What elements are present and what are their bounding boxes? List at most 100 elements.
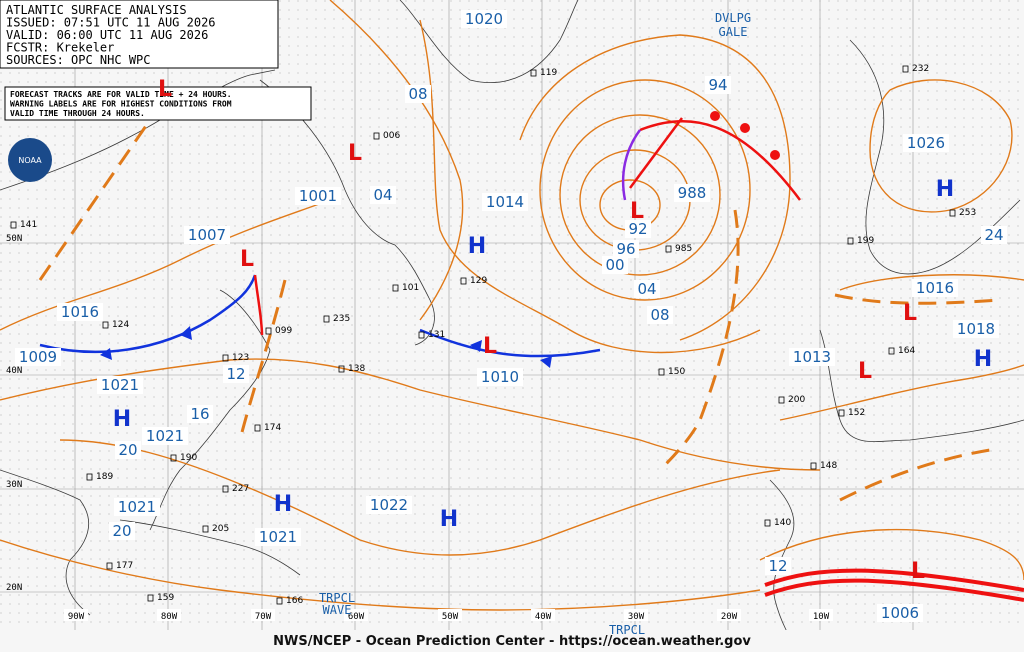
station-value: 189 bbox=[96, 472, 113, 482]
notice-line: VALID TIME THROUGH 24 HOURS. bbox=[10, 109, 145, 118]
station-value: 235 bbox=[333, 314, 350, 324]
station-marker bbox=[338, 365, 345, 373]
station-value: 200 bbox=[788, 395, 805, 405]
isobar-label: 1021 bbox=[101, 376, 139, 394]
pressure-center: L bbox=[903, 301, 917, 326]
isobar-label: 00 bbox=[605, 256, 624, 274]
isobar-label-bg bbox=[877, 604, 923, 622]
station-marker bbox=[373, 132, 380, 140]
isobar-label: 1022 bbox=[370, 496, 408, 514]
station-value: 006 bbox=[383, 131, 400, 141]
header-line: ATLANTIC SURFACE ANALYSIS bbox=[6, 3, 187, 17]
notice-box bbox=[4, 86, 312, 121]
pressure-center: L bbox=[158, 77, 172, 102]
pressure-center: H bbox=[440, 507, 458, 532]
isobar-label-bg bbox=[634, 280, 660, 298]
pressure-center: L bbox=[911, 559, 925, 584]
lon-label: 30W bbox=[628, 612, 645, 622]
special-label: GALE bbox=[719, 25, 748, 39]
isobar-label-bg bbox=[184, 226, 230, 244]
station-marker bbox=[222, 354, 229, 362]
station-value: 129 bbox=[470, 276, 487, 286]
isobar-label: 1007 bbox=[188, 226, 226, 244]
pressure-center: H bbox=[274, 492, 292, 517]
station-marker bbox=[888, 347, 895, 355]
lon-label: 70W bbox=[255, 612, 272, 622]
isobar-label-bg bbox=[789, 348, 835, 366]
station-marker bbox=[764, 519, 771, 527]
lon-label-bg bbox=[438, 609, 462, 621]
isobar-label: 08 bbox=[408, 85, 427, 103]
station-value: 101 bbox=[402, 283, 419, 293]
isobar-label-bg bbox=[370, 186, 396, 204]
station-value: 166 bbox=[286, 596, 303, 606]
station-marker bbox=[86, 473, 93, 481]
lon-label: 60W bbox=[348, 612, 365, 622]
isobar-label: 1009 bbox=[19, 348, 57, 366]
isobar-label-bg bbox=[114, 498, 160, 516]
station-marker bbox=[530, 69, 537, 77]
station-marker bbox=[665, 245, 672, 253]
lat-label: 40N bbox=[6, 366, 22, 376]
isobar-label-bg bbox=[613, 240, 639, 258]
isobar-label: 1006 bbox=[881, 604, 919, 622]
station-marker bbox=[810, 462, 817, 470]
station-value: 141 bbox=[20, 220, 37, 230]
station-marker bbox=[418, 331, 425, 339]
isobar-label: 988 bbox=[678, 184, 707, 202]
pressure-center: H bbox=[113, 407, 131, 432]
isobar-label: 1010 bbox=[481, 368, 519, 386]
isobar-label: 04 bbox=[373, 186, 392, 204]
station-marker bbox=[949, 209, 956, 217]
lon-label: 50W bbox=[442, 612, 459, 622]
lat-label: 50N bbox=[6, 234, 22, 244]
station-value: 123 bbox=[232, 353, 249, 363]
isobar-label: 1021 bbox=[259, 528, 297, 546]
pressure-center: L bbox=[483, 334, 497, 359]
station-marker bbox=[147, 594, 154, 602]
fronts bbox=[39, 111, 1024, 602]
isobar-label-bg bbox=[477, 368, 523, 386]
station-value: 199 bbox=[857, 236, 874, 246]
logo-text: NOAA bbox=[18, 156, 42, 165]
station-marker bbox=[102, 321, 109, 329]
isobar-label: 1016 bbox=[916, 279, 954, 297]
isobar-label: 20 bbox=[112, 522, 131, 540]
isobar-label-bg bbox=[405, 85, 431, 103]
notice-line: FORECAST TRACKS ARE FOR VALID TIME + 24 … bbox=[10, 90, 232, 99]
special-label: TRPCL bbox=[609, 623, 645, 637]
isobar-label-bg bbox=[705, 76, 731, 94]
station-value: 985 bbox=[675, 244, 692, 254]
pressure-center: L bbox=[858, 359, 872, 384]
isobar-label-bg bbox=[187, 405, 213, 423]
lon-label-bg bbox=[624, 609, 648, 621]
isobar-label-bg bbox=[903, 134, 949, 152]
pressure-center: H bbox=[974, 347, 992, 372]
station-value: 140 bbox=[774, 518, 791, 528]
station-value: 174 bbox=[264, 423, 281, 433]
pressure-center: L bbox=[348, 141, 362, 166]
isobar-label-bg bbox=[142, 427, 188, 445]
lon-label-bg bbox=[344, 609, 368, 621]
isobar-label: 1026 bbox=[907, 134, 945, 152]
station-value: 227 bbox=[232, 484, 249, 494]
lon-label: 20W bbox=[721, 612, 738, 622]
isobar-label-bg bbox=[255, 528, 301, 546]
header-line: ISSUED: 07:51 UTC 11 AUG 2026 bbox=[6, 16, 216, 30]
isobar-label-bg bbox=[625, 220, 651, 238]
isobar-label-bg bbox=[366, 496, 412, 514]
station-value: 152 bbox=[848, 408, 865, 418]
lat-label: 20N bbox=[6, 583, 22, 593]
isobar-label: 24 bbox=[984, 226, 1003, 244]
station-marker bbox=[838, 409, 845, 417]
station-value: 253 bbox=[959, 208, 976, 218]
lon-label-bg bbox=[809, 609, 833, 621]
isobar-label: 1013 bbox=[793, 348, 831, 366]
station-value: 148 bbox=[820, 461, 837, 471]
special-label: TRPCL bbox=[319, 591, 355, 605]
pressure-center: H bbox=[936, 177, 954, 202]
isobar-label-bg bbox=[223, 365, 249, 383]
footer: NWS/NCEP - Ocean Prediction Center - htt… bbox=[273, 634, 751, 649]
special-label: DVLPG bbox=[715, 11, 751, 25]
isobar-label-bg bbox=[115, 441, 141, 459]
